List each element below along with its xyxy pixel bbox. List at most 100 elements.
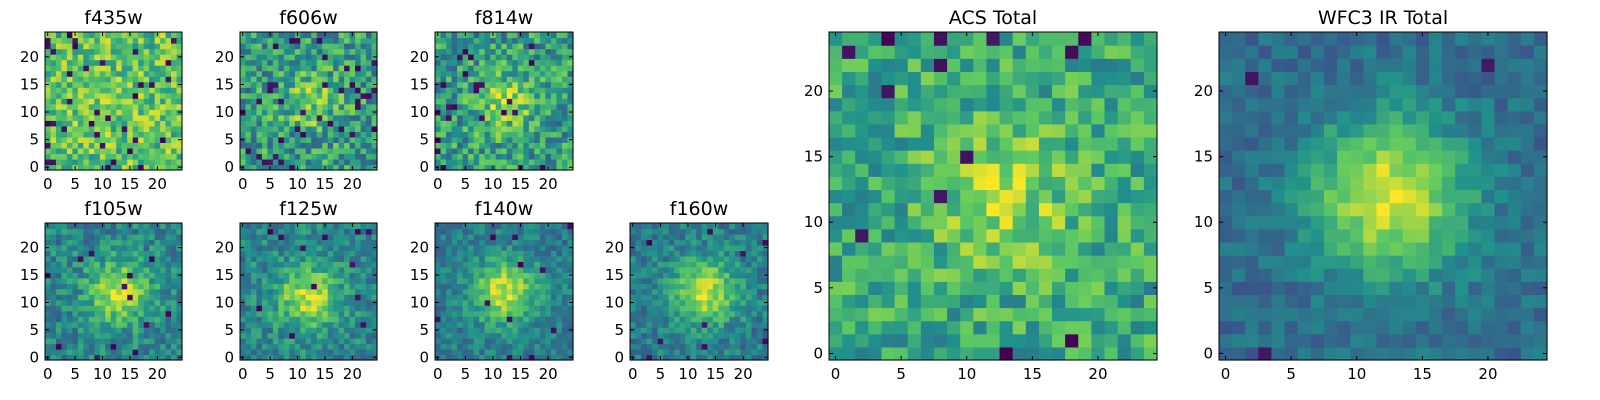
pixel [83, 54, 90, 61]
pixel [94, 59, 101, 66]
pixel [561, 142, 569, 149]
pixel [674, 349, 681, 356]
pixel [440, 87, 447, 94]
pixel [668, 327, 675, 334]
pixel [435, 43, 442, 50]
pixel [495, 250, 502, 257]
pixel [316, 131, 323, 138]
pixel [127, 338, 134, 345]
pixel [88, 250, 95, 257]
pixel [479, 283, 486, 290]
pixel [473, 316, 480, 323]
pixel [484, 37, 491, 44]
pixel [250, 327, 258, 334]
pixel [440, 43, 447, 50]
pixel [261, 266, 268, 273]
pixel [154, 76, 161, 83]
pixel [305, 261, 312, 268]
pixel [473, 142, 480, 149]
pixel [176, 76, 183, 83]
pixel [154, 65, 161, 72]
pixel [495, 153, 502, 160]
pixel [77, 142, 84, 149]
pixel [696, 349, 703, 356]
pixel [679, 354, 686, 361]
pixel [333, 48, 340, 55]
pixel [451, 158, 458, 166]
pixel [685, 316, 692, 323]
pixel [349, 261, 356, 268]
pixel [116, 70, 123, 77]
pixel [278, 354, 285, 361]
pixel [327, 158, 334, 166]
pixel [451, 272, 458, 279]
pixel [561, 239, 569, 246]
pixel [110, 32, 117, 39]
pixel [366, 136, 373, 143]
pixel [360, 228, 367, 235]
pixel [300, 255, 307, 262]
pixel [366, 266, 373, 273]
pixel [77, 147, 84, 155]
pixel [176, 310, 183, 317]
pixel [294, 239, 301, 246]
pixel [490, 266, 497, 273]
pixel [99, 343, 106, 350]
pixel [50, 70, 57, 77]
pixel [550, 266, 558, 273]
pixel [99, 81, 106, 88]
pixel [132, 59, 139, 66]
pixel [523, 164, 530, 171]
pixel [561, 76, 569, 83]
pixel [855, 176, 869, 191]
pixel [160, 261, 167, 268]
pixel [933, 346, 948, 361]
pixel [66, 164, 73, 171]
pixel [751, 233, 758, 241]
pixel [745, 239, 753, 246]
pixel [734, 233, 741, 241]
pixel [278, 43, 285, 50]
pixel [751, 354, 758, 361]
pixel [316, 114, 323, 121]
pixel [138, 120, 145, 127]
pixel [66, 272, 73, 279]
pixel [55, 164, 63, 171]
pixel [679, 223, 686, 230]
pixel [1025, 294, 1040, 309]
pixel [322, 76, 329, 83]
pixel [149, 244, 156, 251]
pixel [523, 92, 530, 99]
pixel [501, 136, 508, 143]
pixel [245, 48, 252, 55]
pixel [690, 288, 697, 295]
pixel [663, 228, 670, 235]
pixel [652, 223, 659, 230]
pixel [641, 266, 648, 273]
pixel [322, 283, 329, 290]
pixel [333, 239, 340, 246]
pixel [696, 255, 703, 262]
pixel [641, 283, 648, 290]
pixel [1065, 307, 1079, 322]
pixel [45, 65, 52, 72]
pixel [289, 120, 296, 127]
pixel [1091, 333, 1106, 348]
pixel [933, 333, 948, 348]
pixel [701, 239, 708, 246]
pixel [311, 120, 318, 127]
pixel [690, 255, 697, 262]
pixel [278, 70, 285, 77]
pixel [344, 288, 351, 295]
pixel [550, 316, 558, 323]
pixel [495, 76, 502, 83]
pixel [973, 320, 988, 335]
pixel [446, 37, 453, 44]
pixel [349, 310, 356, 317]
pixel [712, 244, 719, 251]
pixel [132, 261, 139, 268]
pixel [171, 228, 178, 235]
pixel [355, 299, 362, 306]
pixel [1012, 189, 1027, 204]
pixel [729, 277, 736, 284]
